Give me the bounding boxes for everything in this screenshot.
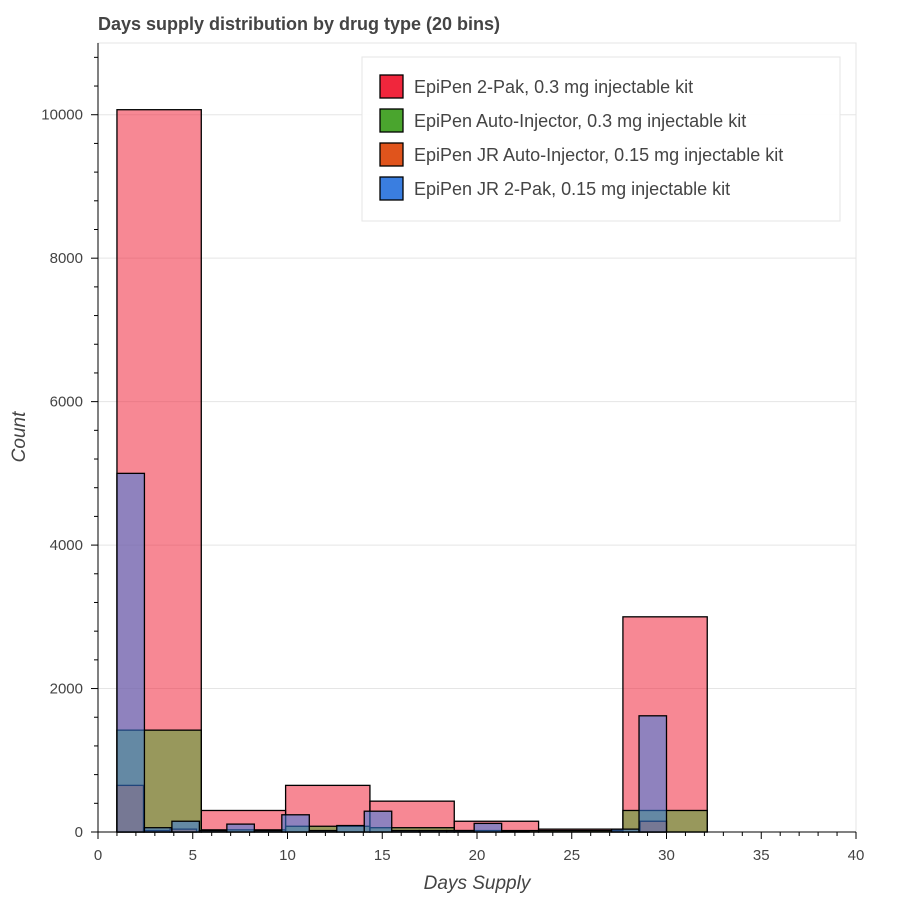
histogram-bar [116,472,146,833]
histogram-bars [116,109,708,833]
legend-swatch [379,176,404,201]
x-axis-title: Days Supply [424,873,532,894]
legend-label: EpiPen JR Auto-Injector, 0.15 mg injecta… [414,145,783,165]
legend-label: EpiPen JR 2-Pak, 0.15 mg injectable kit [414,179,730,199]
x-tick-label: 30 [658,847,675,864]
x-tick-label: 15 [374,847,391,864]
x-tick-label: 25 [563,847,580,864]
legend-label: EpiPen 2-Pak, 0.3 mg injectable kit [414,77,693,97]
grid-lines [97,42,857,833]
legend-label: EpiPen Auto-Injector, 0.3 mg injectable … [414,111,746,131]
axes: 0 5 10 15 20 25 30 35 40 0 2000 4000 6000 8000 10000 [41,43,864,864]
histogram-bar [363,810,393,833]
x-tick-label: 10 [279,847,296,864]
histogram-bar [171,820,201,833]
legend-swatch [379,108,404,133]
histogram-bar [281,814,310,833]
y-tick-label: 0 [75,824,83,841]
y-tick-label: 8000 [50,250,83,267]
histogram-bar [143,827,173,833]
histogram-bar [226,823,255,833]
y-tick-label: 2000 [50,681,83,698]
histogram-bar [638,715,668,833]
histogram-bar [473,822,503,833]
chart-title: Days supply distribution by drug type (2… [98,14,501,34]
legend-box [361,56,841,222]
legend-swatch [379,74,404,99]
x-tick-label: 35 [753,847,770,864]
histogram-bar [336,824,365,833]
x-tick-label: 20 [469,847,486,864]
x-tick-label: 40 [848,847,865,864]
x-tick-label: 0 [94,847,102,864]
y-tick-label: 10000 [41,107,83,124]
legend-swatch [379,142,404,167]
y-axis-title: Count [9,411,30,462]
y-tick-label: 6000 [50,394,83,411]
y-tick-label: 4000 [50,537,83,554]
x-tick-label: 5 [189,847,197,864]
legend: EpiPen 2-Pak, 0.3 mg injectable kit EpiPe… [361,56,841,222]
